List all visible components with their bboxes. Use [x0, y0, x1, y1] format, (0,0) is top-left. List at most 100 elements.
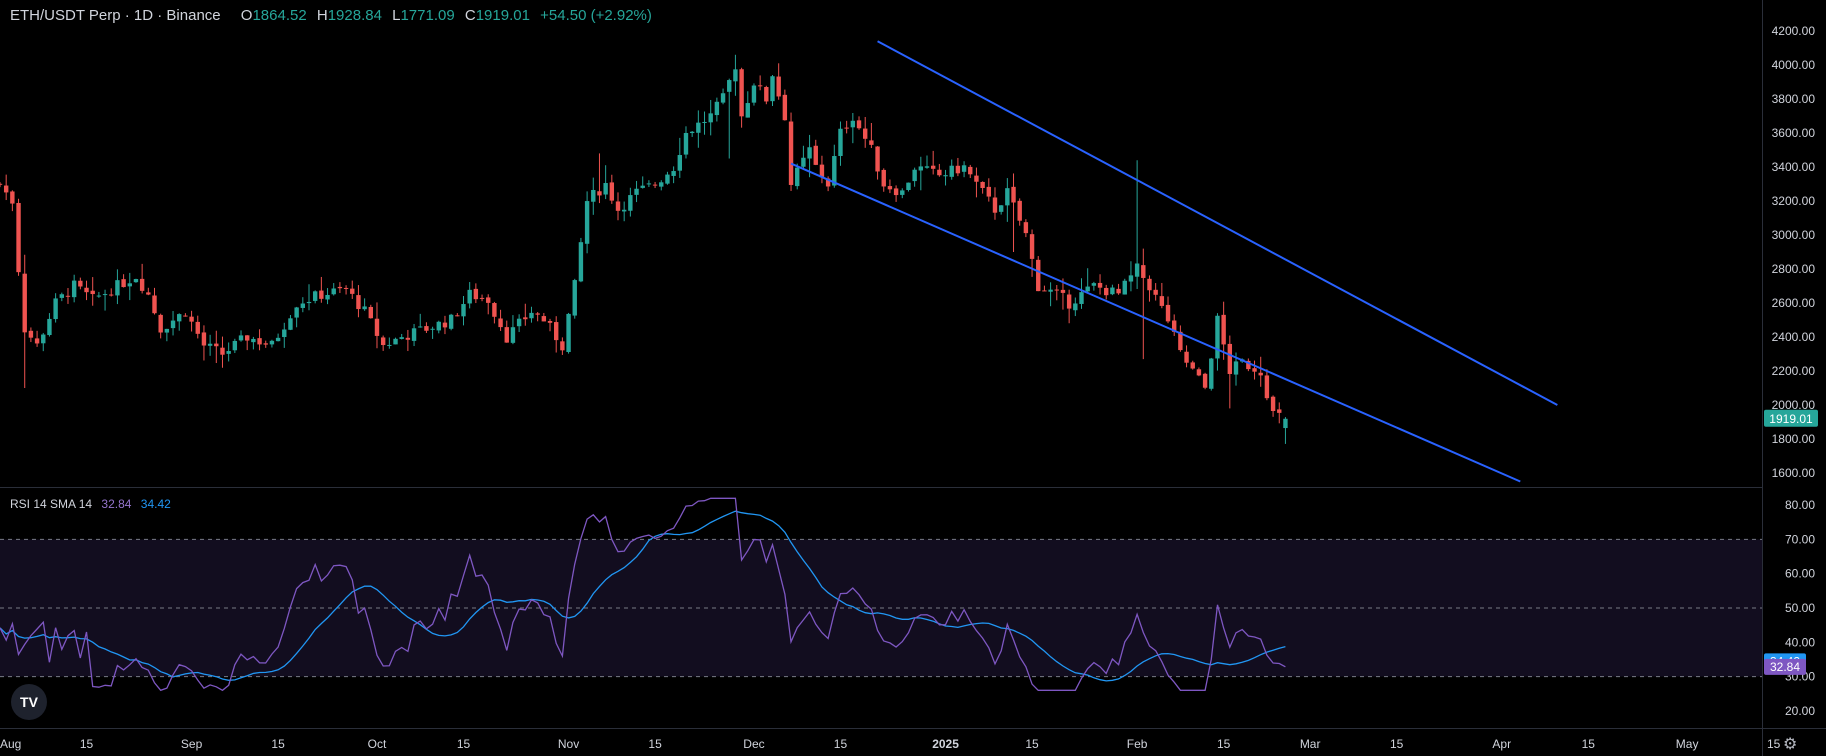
- candle-body: [380, 337, 386, 346]
- candle: [591, 177, 596, 215]
- candle: [535, 312, 540, 322]
- candle-body: [1005, 188, 1010, 206]
- candle-body: [1141, 265, 1146, 278]
- candle-body: [448, 314, 454, 329]
- time-tick-label: 15: [1217, 737, 1231, 751]
- candle-body: [189, 316, 194, 322]
- candle-body: [109, 294, 114, 296]
- candle-body: [770, 76, 775, 102]
- candle: [739, 67, 744, 128]
- candle-body: [702, 121, 707, 123]
- candle-body: [968, 166, 973, 175]
- candle-body: [96, 295, 102, 297]
- candle: [986, 178, 991, 202]
- time-tick-label: Dec: [743, 737, 764, 751]
- candle: [1048, 282, 1053, 307]
- rsi-sma-line: [0, 510, 1286, 682]
- candle-body: [1091, 283, 1097, 286]
- candle: [257, 329, 262, 351]
- candle: [1221, 301, 1226, 360]
- close-label: C: [464, 7, 476, 24]
- settings-gear-icon[interactable]: ⚙: [1783, 736, 1798, 753]
- candle-body: [887, 186, 893, 190]
- rsi-axis[interactable]: 20.0030.0040.0050.0060.0070.0080.0034.42…: [1764, 498, 1815, 718]
- candle: [10, 190, 15, 212]
- candle-body: [523, 317, 528, 320]
- candle-body: [393, 338, 398, 345]
- candle: [1153, 283, 1158, 301]
- candle-body: [714, 101, 720, 116]
- candle-body: [1233, 361, 1239, 375]
- candle: [807, 134, 812, 178]
- candle: [1258, 356, 1263, 387]
- candle-body: [10, 191, 15, 204]
- candle: [121, 274, 126, 288]
- candle: [1122, 278, 1127, 295]
- candle-body: [782, 94, 788, 121]
- candle: [399, 333, 404, 340]
- candle-body: [621, 209, 627, 212]
- time-tick-label: Sep: [181, 737, 203, 751]
- price-tick-label: 3200.00: [1772, 194, 1816, 208]
- candle-body: [745, 103, 750, 118]
- candle: [53, 293, 58, 323]
- candle-body: [801, 157, 806, 167]
- candle: [164, 328, 170, 342]
- candle: [566, 312, 571, 354]
- candle-body: [164, 328, 170, 333]
- candle-body: [937, 169, 942, 176]
- time-tick-label: 15: [648, 737, 662, 751]
- candle-body: [461, 304, 466, 317]
- candle: [337, 282, 343, 294]
- candle-body: [615, 201, 621, 211]
- candle-body: [34, 338, 40, 344]
- candle: [547, 318, 553, 332]
- candle-body: [1060, 289, 1066, 293]
- candle-body: [572, 280, 577, 316]
- rsi-pane[interactable]: [0, 497, 1286, 692]
- candle-body: [146, 292, 151, 295]
- candle-body: [1147, 278, 1152, 291]
- candle-body: [1110, 287, 1115, 295]
- candle: [65, 288, 71, 304]
- candle: [968, 164, 973, 179]
- price-tick-label: 3600.00: [1772, 126, 1816, 140]
- candle: [634, 180, 639, 203]
- candle-body: [22, 273, 27, 333]
- candle-body: [665, 174, 670, 184]
- candle: [603, 165, 608, 200]
- candle: [486, 294, 491, 315]
- candle: [461, 295, 466, 326]
- symbol-title[interactable]: ETH/USDT Perp · 1D · Binance: [10, 7, 221, 24]
- tradingview-logo[interactable]: TV: [11, 684, 47, 720]
- time-tick-label: 2025: [932, 737, 959, 751]
- open-value: 1864.52: [252, 7, 307, 24]
- candle-body: [739, 69, 744, 117]
- rsi-label[interactable]: RSI 14 SMA 14: [10, 497, 93, 511]
- candle-body: [343, 287, 349, 289]
- candle: [28, 327, 34, 343]
- last-price-badge: [1764, 409, 1818, 427]
- candle-body: [442, 322, 448, 328]
- candle-body: [78, 280, 83, 287]
- candle: [350, 280, 355, 299]
- rsi-tick-label: 50.00: [1785, 601, 1815, 615]
- time-tick-label: 15: [1390, 737, 1404, 751]
- candle: [900, 188, 905, 199]
- candle-body: [1252, 368, 1257, 372]
- candle: [306, 284, 312, 311]
- candle: [906, 182, 911, 192]
- candle-body: [282, 329, 287, 338]
- candle-body: [584, 201, 590, 244]
- candle: [331, 283, 336, 296]
- candle-body: [115, 280, 120, 296]
- candle-body: [312, 291, 318, 301]
- candle: [955, 157, 961, 177]
- price-axis[interactable]: 1600.00 1800.00 2000.00 2200.00 2400.00 2600.…: [1764, 24, 1818, 480]
- candle-body: [850, 120, 856, 128]
- time-axis[interactable]: Aug 15 Sep 15 Oct 15 Nov 15 Dec 15 2025 15 Feb 15 Mar 1…: [0, 737, 1781, 751]
- candle: [1079, 278, 1084, 309]
- candle-body: [955, 165, 961, 174]
